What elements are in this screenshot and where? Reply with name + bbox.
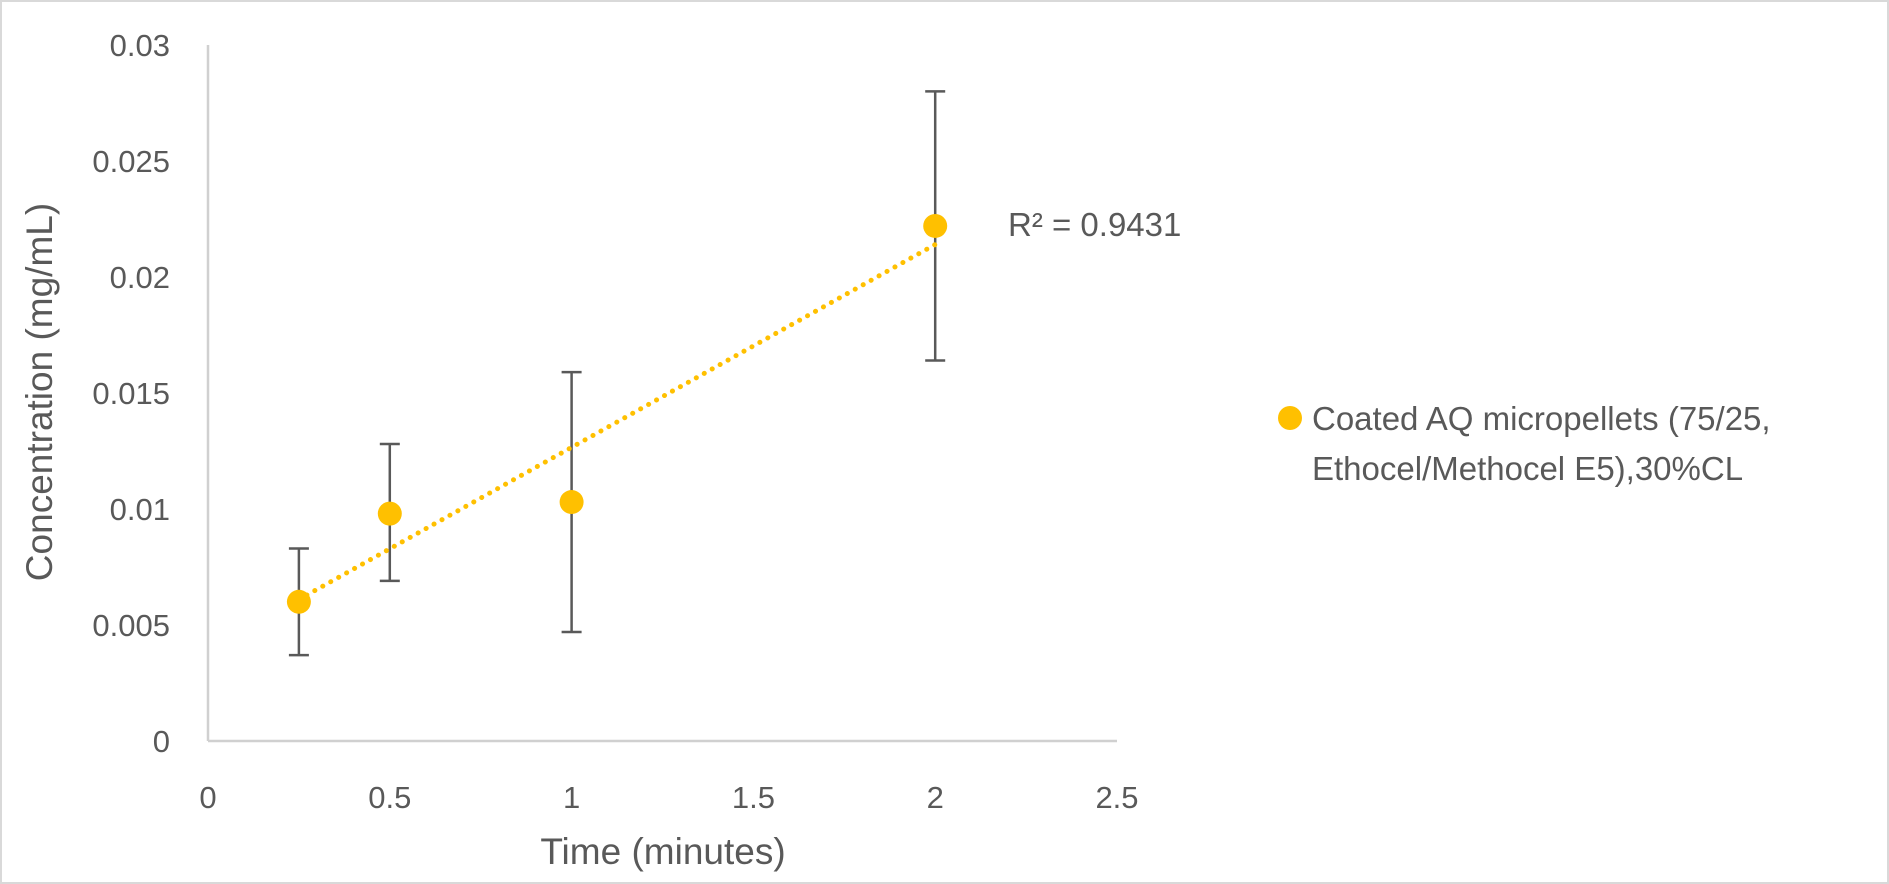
linear-trendline — [296, 242, 938, 602]
r-squared-annotation: R² = 0.9431 — [1008, 206, 1181, 243]
data-points — [286, 213, 948, 614]
error-bars — [288, 90, 946, 657]
y-tick-label: 0.01 — [110, 492, 170, 527]
legend: Coated AQ micropellets (75/25, Ethocel/M… — [1278, 400, 1771, 487]
y-tick-label: 0.02 — [110, 260, 170, 295]
x-tick-label: 0.5 — [368, 780, 411, 815]
data-point — [377, 501, 402, 526]
x-tick-labels: 0 0.5 1 1.5 2 2.5 — [199, 780, 1138, 815]
x-tick-label: 2.5 — [1095, 780, 1138, 815]
x-tick-label: 2 — [927, 780, 944, 815]
y-tick-label: 0.03 — [110, 28, 170, 63]
y-tick-label: 0.015 — [92, 376, 170, 411]
y-tick-label: 0.025 — [92, 144, 170, 179]
y-tick-labels: 0 0.005 0.01 0.015 0.02 0.025 0.03 — [92, 28, 170, 759]
y-tick-label: 0 — [153, 724, 170, 759]
x-axis-title: Time (minutes) — [540, 831, 785, 872]
data-point — [559, 490, 584, 515]
y-tick-label: 0.005 — [92, 608, 170, 643]
y-axis-title: Concentration (mg/mL) — [19, 203, 60, 581]
trendline-group — [296, 242, 938, 602]
data-point — [286, 589, 311, 614]
legend-label-line-1: Coated AQ micropellets (75/25, — [1312, 400, 1771, 437]
x-tick-label: 0 — [199, 780, 216, 815]
data-point — [923, 213, 948, 238]
legend-marker-icon — [1278, 406, 1302, 430]
legend-label-line-2: Ethocel/Methocel E5),30%CL — [1312, 450, 1743, 487]
x-tick-label: 1.5 — [732, 780, 775, 815]
x-tick-label: 1 — [563, 780, 580, 815]
